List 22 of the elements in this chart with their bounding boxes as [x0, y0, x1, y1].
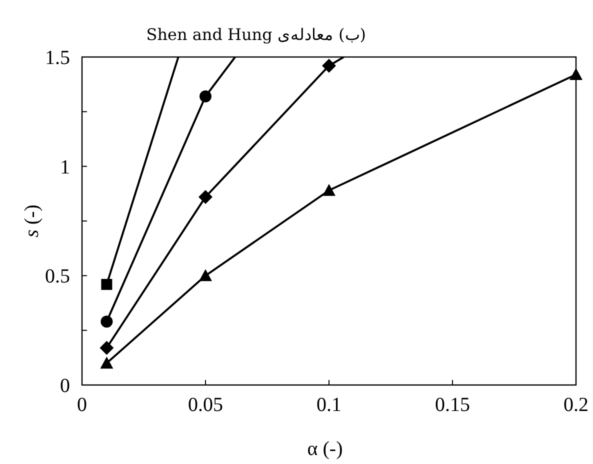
point	[198, 190, 212, 204]
point	[100, 340, 114, 355]
x-tick-label: 0.2	[564, 394, 588, 416]
y-tick-label: 1.5	[45, 47, 70, 69]
y-tick-label: 1	[60, 156, 70, 178]
x-tick-label: 0.1	[316, 394, 342, 416]
chart-title: (ب) معادله‌ی Shen and Hung	[146, 25, 366, 44]
x-tick-label: 0.05	[188, 394, 223, 416]
x-axis-title: α (-)	[307, 438, 343, 460]
point	[100, 356, 114, 369]
point	[322, 184, 336, 196]
point	[322, 58, 336, 73]
point	[200, 90, 212, 102]
x-tick-label: 0	[77, 394, 87, 416]
x-tick-label: 0.15	[435, 394, 470, 416]
point	[100, 316, 113, 328]
point	[199, 269, 212, 282]
point	[101, 278, 112, 290]
y-tick-label: 0	[60, 375, 70, 397]
y-tick-label: 0.5	[45, 266, 70, 288]
y-axis-title: s (-)	[21, 204, 43, 238]
point	[570, 68, 582, 80]
